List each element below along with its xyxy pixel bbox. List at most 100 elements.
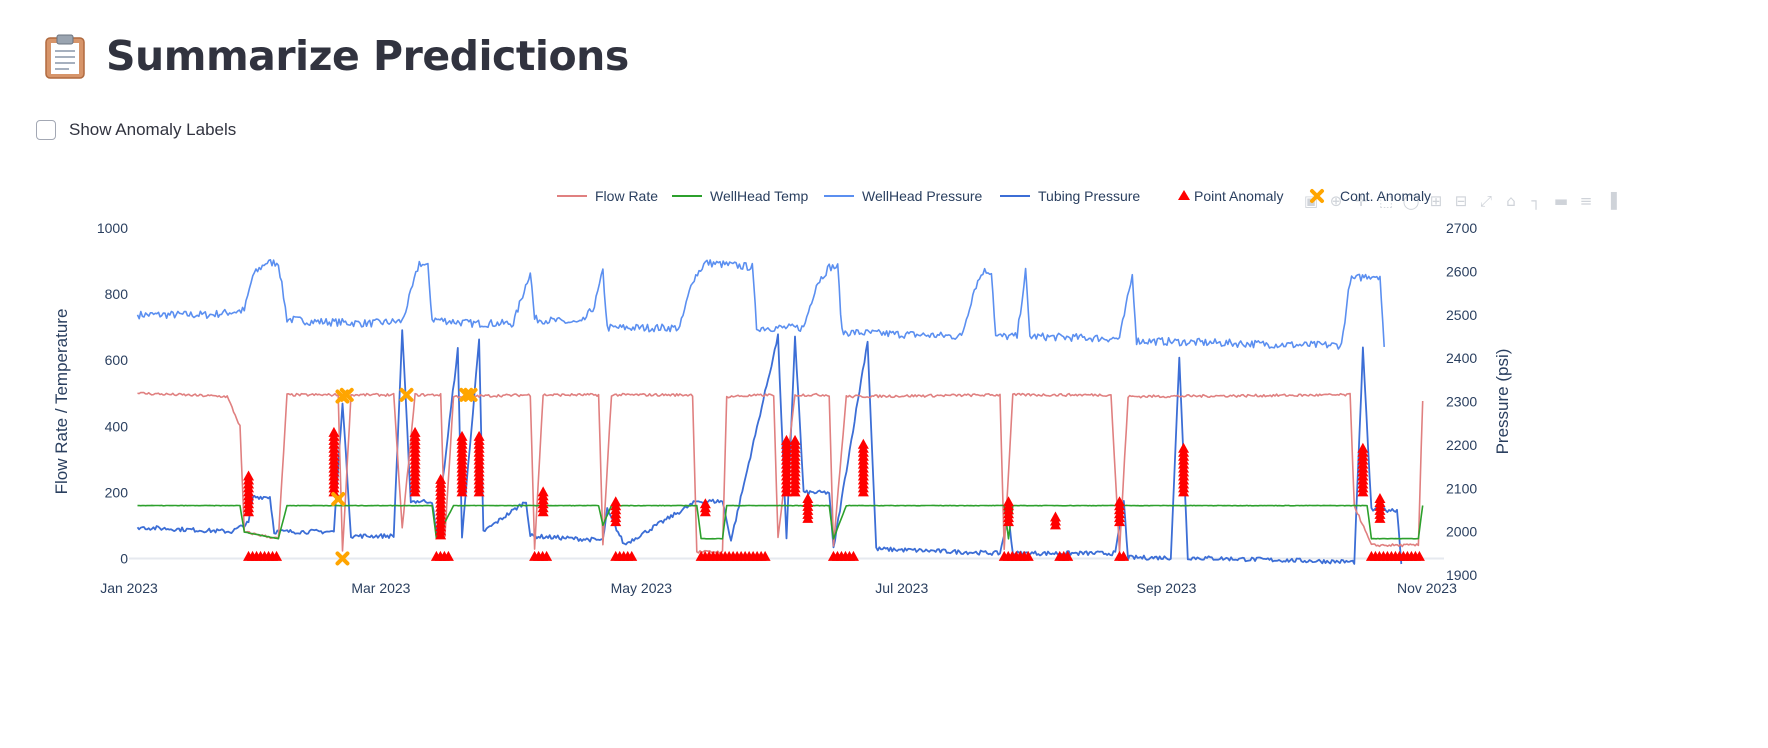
point-anomaly-marker bbox=[1413, 550, 1425, 561]
zoom-out-icon[interactable]: ⊟ bbox=[1454, 192, 1468, 210]
legend-item[interactable]: Flow Rate bbox=[557, 188, 658, 204]
clipboard-icon bbox=[45, 34, 85, 79]
legend-item[interactable]: WellHead Temp bbox=[672, 188, 809, 204]
x-tick-label: Nov 2023 bbox=[1397, 580, 1457, 596]
y-right-tick-label: 1900 bbox=[1446, 567, 1477, 583]
point-anomaly-marker bbox=[442, 550, 454, 561]
page-title: Summarize Predictions bbox=[106, 32, 629, 80]
point-anomaly-marker bbox=[781, 434, 792, 445]
point-anomaly-marker bbox=[456, 430, 468, 441]
legend-label: WellHead Temp bbox=[710, 188, 809, 204]
legend-item[interactable]: Point Anomaly bbox=[1178, 188, 1284, 204]
x-tick-label: Jan 2023 bbox=[100, 580, 158, 596]
point-anomaly-marker bbox=[626, 550, 638, 561]
lasso-select-icon[interactable]: ◯ bbox=[1402, 192, 1420, 210]
show-anomaly-labels-checkbox[interactable]: Show Anomaly Labels bbox=[36, 120, 236, 140]
point-anomaly-marker bbox=[537, 486, 549, 497]
y-right-tick-label: 2100 bbox=[1446, 480, 1477, 496]
legend-label: Tubing Pressure bbox=[1038, 188, 1140, 204]
legend-label: WellHead Pressure bbox=[862, 188, 983, 204]
series-wellhead-temp bbox=[137, 504, 1424, 540]
legend-label: Point Anomaly bbox=[1194, 188, 1284, 204]
y-left-tick-label: 0 bbox=[120, 550, 128, 566]
cont-anomaly-marker bbox=[335, 551, 350, 566]
plotly-logo-icon[interactable]: ▐ bbox=[1605, 192, 1617, 210]
x-tick-label: Sep 2023 bbox=[1137, 580, 1197, 596]
point-anomaly-marker bbox=[802, 492, 814, 503]
legend-item[interactable]: Cont. Anomaly bbox=[1310, 188, 1431, 204]
reset-axes-icon[interactable]: ⌂ bbox=[1506, 192, 1516, 210]
point-anomaly-marker bbox=[789, 434, 801, 445]
point-anomaly-marker bbox=[541, 550, 553, 561]
point-anomaly-marker bbox=[1374, 492, 1386, 503]
hover-closest-icon[interactable]: ▬ bbox=[1553, 192, 1569, 210]
point-anomaly-marker bbox=[699, 498, 711, 509]
spike-lines-icon[interactable]: ┐ bbox=[1531, 192, 1541, 210]
cont-anomaly-marker bbox=[331, 491, 346, 506]
checkbox-box[interactable] bbox=[36, 120, 56, 140]
legend-item[interactable]: WellHead Pressure bbox=[824, 188, 983, 204]
hover-compare-icon[interactable]: ≡ bbox=[1579, 192, 1593, 210]
legend-swatch bbox=[1178, 190, 1190, 200]
point-anomaly-marker bbox=[435, 473, 447, 484]
point-anomaly-marker bbox=[243, 470, 255, 481]
series-tubing-pressure bbox=[136, 329, 1403, 565]
y-left-tick-label: 200 bbox=[105, 484, 129, 500]
x-tick-label: May 2023 bbox=[611, 580, 673, 596]
chart-axes: 0 200 400 600 800 1000 1900 2000 2100 2200 2300 240… bbox=[52, 220, 1512, 596]
point-anomaly-marker bbox=[409, 426, 421, 437]
zoom-icon[interactable]: ⊕ bbox=[1329, 192, 1343, 210]
x-tick-label: Jul 2023 bbox=[875, 580, 928, 596]
y-right-axis-title: Pressure (psi) bbox=[1493, 349, 1512, 455]
point-anomaly-marker bbox=[1114, 496, 1126, 507]
point-anomaly-marker bbox=[1178, 442, 1190, 453]
zoom-in-icon[interactable]: ⊞ bbox=[1429, 192, 1443, 210]
chart-legend[interactable]: Flow Rate WellHead Temp WellHead Pressure T… bbox=[557, 188, 1431, 204]
legend-label: Flow Rate bbox=[595, 188, 658, 204]
point-anomaly-marker bbox=[759, 550, 771, 561]
x-tick-label: Mar 2023 bbox=[351, 580, 410, 596]
y-left-tick-label: 600 bbox=[105, 352, 129, 368]
chart-series bbox=[136, 259, 1424, 565]
y-left-tick-label: 1000 bbox=[97, 220, 128, 236]
legend-label: Cont. Anomaly bbox=[1340, 188, 1431, 204]
point-anomaly-marker bbox=[1022, 550, 1034, 561]
cont-anomaly-marker bbox=[399, 387, 414, 402]
legend-swatch bbox=[1310, 189, 1324, 203]
point-anomaly-marker bbox=[328, 426, 340, 437]
point-anomaly-marker bbox=[1118, 550, 1130, 561]
y-right-tick-label: 2600 bbox=[1446, 263, 1477, 279]
y-right-tick-label: 2300 bbox=[1446, 394, 1477, 410]
point-anomaly-marker bbox=[610, 496, 622, 507]
point-anomaly-marker bbox=[1357, 442, 1369, 453]
y-left-tick-label: 400 bbox=[105, 418, 129, 434]
y-right-tick-label: 2700 bbox=[1446, 220, 1477, 236]
point-anomaly-marker bbox=[857, 438, 869, 449]
box-select-icon[interactable]: ⬚ bbox=[1378, 192, 1394, 210]
point-anomaly-marker bbox=[473, 430, 485, 441]
y-left-axis-title: Flow Rate / Temperature bbox=[52, 309, 71, 495]
y-right-tick-label: 2200 bbox=[1446, 437, 1477, 453]
point-anomaly-marker bbox=[1049, 511, 1061, 522]
cont-anomaly-marker bbox=[463, 387, 478, 402]
point-anomaly-marker bbox=[847, 550, 859, 561]
y-right-tick-label: 2400 bbox=[1446, 350, 1477, 366]
y-right-tick-label: 2000 bbox=[1446, 524, 1477, 540]
autoscale-icon[interactable]: ⤢ bbox=[1479, 192, 1492, 210]
y-right-tick-label: 2500 bbox=[1446, 307, 1477, 323]
pan-icon[interactable]: ✛ bbox=[1354, 192, 1368, 210]
chart-modebar: ▣⊕✛⬚◯⊞⊟⤢⌂┐▬≡▐ bbox=[1300, 190, 1622, 212]
point-anomaly-marker bbox=[271, 550, 283, 561]
cont-anomaly-marker bbox=[339, 387, 354, 402]
point-anomaly-marker bbox=[1003, 496, 1015, 507]
checkbox-label: Show Anomaly Labels bbox=[69, 120, 237, 139]
legend-item[interactable]: Tubing Pressure bbox=[1000, 188, 1140, 204]
chart-gridlines bbox=[129, 227, 1444, 560]
page-header: Summarize Predictions bbox=[44, 30, 629, 82]
y-left-tick-label: 800 bbox=[105, 286, 129, 302]
chart-anomalies bbox=[243, 387, 1425, 566]
series-wellhead-pressure bbox=[136, 259, 1385, 350]
point-anomaly-marker bbox=[1062, 550, 1074, 561]
series-flow-rate bbox=[137, 391, 1424, 554]
